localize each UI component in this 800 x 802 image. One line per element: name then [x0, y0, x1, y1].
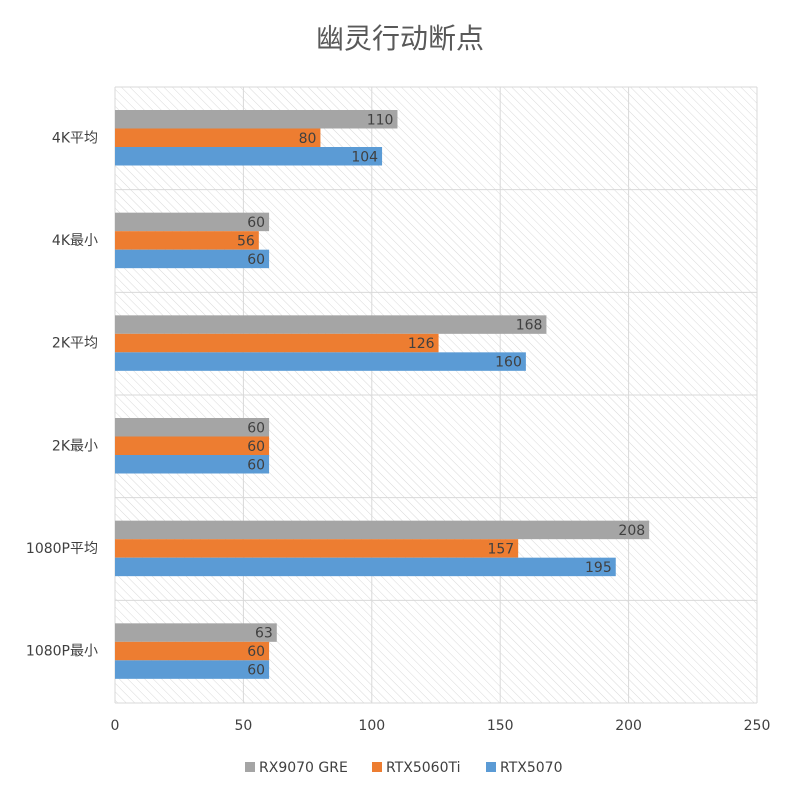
legend-label: RTX5070: [500, 760, 562, 776]
legend-swatch: [372, 762, 382, 772]
data-label: 60: [247, 252, 265, 268]
data-label: 60: [247, 663, 265, 679]
bar: [115, 520, 650, 540]
bar: [115, 455, 270, 474]
data-label: 126: [408, 336, 435, 352]
x-tick-label: 250: [744, 718, 771, 734]
y-tick-label: 4K最小: [52, 233, 98, 249]
bar: [115, 147, 383, 166]
y-tick-label: 2K最小: [52, 438, 98, 454]
y-tick-label: 2K平均: [52, 336, 98, 352]
data-label: 195: [585, 560, 612, 576]
legend-label: RX9070 GRE: [259, 760, 348, 776]
data-label: 63: [255, 626, 273, 642]
data-label: 60: [247, 644, 265, 660]
data-label: 80: [299, 131, 317, 147]
bar: [115, 128, 321, 147]
bar: [115, 333, 439, 353]
data-label: 60: [247, 457, 265, 473]
x-tick-label: 150: [487, 718, 514, 734]
legend-label: RTX5060Ti: [386, 760, 461, 776]
bar: [115, 418, 270, 437]
bar: [115, 110, 398, 129]
data-label: 160: [495, 355, 522, 371]
y-tick-label: 1080P平均: [26, 541, 98, 557]
bar: [115, 436, 270, 455]
x-tick-label: 50: [234, 718, 252, 734]
chart-title: 幽灵行动断点: [316, 22, 484, 55]
bar: [115, 231, 259, 250]
bar: [115, 623, 277, 642]
data-label: 60: [247, 420, 265, 436]
bar: [115, 249, 270, 269]
data-label: 168: [516, 318, 543, 334]
bar: [115, 212, 270, 232]
data-label: 208: [618, 523, 645, 539]
bar: [115, 539, 519, 558]
bar: [115, 315, 547, 334]
bar: [115, 352, 526, 371]
bar: [115, 660, 270, 679]
data-label: 110: [367, 112, 394, 128]
bar: [115, 641, 270, 661]
y-tick-label: 1080P最小: [26, 644, 98, 660]
legend-swatch: [245, 762, 255, 772]
data-label: 60: [247, 215, 265, 231]
x-tick-label: 100: [358, 718, 385, 734]
x-tick-label: 200: [615, 718, 642, 734]
data-label: 104: [351, 149, 378, 165]
legend-swatch: [486, 762, 496, 772]
y-tick-label: 4K平均: [52, 130, 98, 146]
data-label: 60: [247, 439, 265, 455]
data-label: 56: [237, 233, 255, 249]
data-label: 157: [487, 541, 514, 557]
bar: [115, 557, 616, 577]
x-tick-label: 0: [111, 718, 120, 734]
